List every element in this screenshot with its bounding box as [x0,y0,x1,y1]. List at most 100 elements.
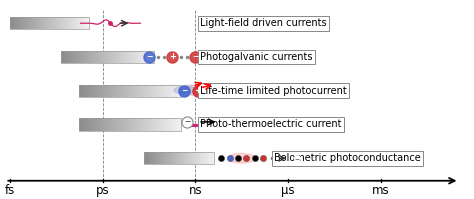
Bar [64,17,65,29]
Bar [156,118,158,131]
Bar [216,124,217,127]
Bar [80,17,81,29]
Bar [106,51,107,63]
Bar [98,51,100,63]
Bar [39,17,40,29]
Bar [138,51,140,63]
Bar [88,118,90,131]
Circle shape [228,153,255,163]
Bar [148,152,149,164]
Bar [209,152,210,164]
Bar [164,152,165,164]
Bar [86,118,88,131]
Bar [143,51,145,63]
Bar [34,17,35,29]
Bar [142,118,144,131]
Bar [65,51,67,63]
Bar [136,85,137,97]
Bar [117,118,118,131]
Bar [213,124,214,127]
Bar [151,51,152,63]
Bar [205,152,206,164]
Bar [37,17,39,29]
Bar [26,17,27,29]
Text: +: + [169,53,176,61]
Bar [104,51,106,63]
Bar [23,17,25,29]
Bar [210,152,211,164]
Bar [103,85,105,97]
Bar [203,124,204,127]
Text: Light-field driven currents: Light-field driven currents [200,18,327,28]
Bar [136,118,137,131]
Bar [171,85,173,97]
Bar [112,51,114,63]
Bar [109,85,110,97]
Text: Photo-thermoelectric current: Photo-thermoelectric current [200,119,341,130]
Bar [153,152,154,164]
Bar [20,17,22,29]
Bar [147,51,149,63]
Bar [86,85,88,97]
Bar [178,118,180,131]
Bar [173,85,175,97]
Bar [58,17,60,29]
Bar [199,152,200,164]
Bar [167,152,169,164]
Bar [117,85,118,97]
Bar [22,17,23,29]
Bar [110,118,112,131]
Bar [86,17,88,29]
Text: ms: ms [372,184,390,197]
Bar [125,118,127,131]
Bar [93,118,95,131]
Bar [41,17,43,29]
Bar [80,85,182,97]
Bar [49,17,51,29]
Bar [55,17,56,29]
Bar [159,152,161,164]
Bar [19,17,20,29]
Bar [190,124,191,127]
Circle shape [179,85,208,95]
Bar [152,51,154,63]
Bar [112,85,114,97]
Text: Bolometric photoconductance: Bolometric photoconductance [274,153,421,163]
Bar [88,85,90,97]
Bar [95,51,97,63]
Bar [129,85,130,97]
Bar [72,17,73,29]
Bar [191,152,192,164]
Bar [210,124,211,127]
Bar [117,51,118,63]
Bar [40,17,42,29]
Bar [30,17,31,29]
Bar [70,17,72,29]
Bar [164,118,166,131]
Bar [105,118,107,131]
Bar [89,51,91,63]
Bar [86,51,87,63]
Bar [70,51,72,63]
Bar [208,152,210,164]
Bar [186,152,187,164]
Bar [199,124,200,127]
Bar [66,17,68,29]
Bar [171,152,172,164]
Bar [164,85,166,97]
Bar [190,152,191,164]
Bar [100,118,101,131]
Bar [144,152,214,164]
Bar [87,17,89,29]
Bar [110,85,112,97]
Bar [188,152,190,164]
Bar [157,152,158,164]
Bar [178,85,180,97]
Bar [209,124,210,127]
Bar [142,85,144,97]
Bar [129,51,130,63]
Text: Life-time limited photocurrent: Life-time limited photocurrent [200,86,346,96]
Bar [151,85,153,97]
Bar [107,51,109,63]
Bar [107,118,109,131]
